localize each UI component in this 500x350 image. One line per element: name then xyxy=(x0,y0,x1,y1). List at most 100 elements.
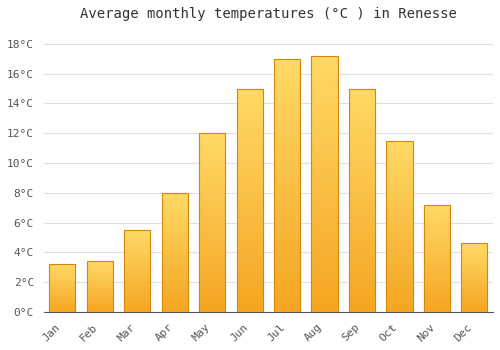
Bar xyxy=(461,256,487,257)
Bar xyxy=(312,256,338,261)
Bar xyxy=(124,241,150,243)
Bar xyxy=(124,273,150,274)
Bar xyxy=(461,309,487,310)
Bar xyxy=(86,297,113,298)
Bar xyxy=(86,270,113,271)
Bar xyxy=(386,233,412,237)
Bar xyxy=(236,236,262,240)
Bar xyxy=(386,158,412,161)
Bar xyxy=(162,288,188,290)
Bar xyxy=(312,61,338,66)
Bar xyxy=(461,252,487,253)
Bar xyxy=(86,264,113,265)
Bar xyxy=(349,236,375,240)
Bar xyxy=(86,306,113,307)
Bar xyxy=(461,271,487,272)
Bar xyxy=(236,116,262,120)
Bar xyxy=(312,245,338,251)
Bar xyxy=(424,258,450,260)
Bar xyxy=(312,204,338,210)
Bar xyxy=(274,196,300,201)
Bar xyxy=(312,92,338,97)
Bar xyxy=(50,300,76,301)
Bar xyxy=(424,267,450,269)
Bar xyxy=(162,193,188,312)
Bar xyxy=(50,298,76,299)
Bar xyxy=(199,187,226,190)
Bar xyxy=(199,294,226,298)
Bar xyxy=(386,278,412,281)
Bar xyxy=(349,169,375,174)
Bar xyxy=(86,261,113,312)
Bar xyxy=(424,278,450,280)
Bar xyxy=(274,190,300,196)
Bar xyxy=(424,252,450,254)
Bar xyxy=(424,216,450,218)
Bar xyxy=(312,107,338,112)
Bar xyxy=(274,120,300,125)
Bar xyxy=(312,220,338,225)
Bar xyxy=(124,248,150,250)
Bar xyxy=(312,86,338,92)
Bar xyxy=(386,172,412,175)
Bar xyxy=(124,256,150,258)
Bar xyxy=(124,237,150,238)
Bar xyxy=(236,156,262,160)
Bar xyxy=(386,178,412,182)
Bar xyxy=(349,209,375,214)
Bar xyxy=(461,307,487,308)
Bar xyxy=(199,190,226,194)
Bar xyxy=(199,308,226,312)
Bar xyxy=(312,169,338,174)
Bar xyxy=(124,233,150,235)
Bar xyxy=(424,260,450,262)
Bar xyxy=(461,276,487,278)
Bar xyxy=(349,285,375,289)
Bar xyxy=(386,247,412,250)
Bar xyxy=(50,295,76,296)
Bar xyxy=(236,174,262,178)
Bar xyxy=(199,269,226,273)
Bar xyxy=(50,288,76,289)
Bar xyxy=(124,284,150,286)
Bar xyxy=(312,158,338,163)
Bar xyxy=(424,228,450,230)
Bar xyxy=(236,191,262,196)
Bar xyxy=(424,256,450,258)
Bar xyxy=(124,254,150,256)
Bar xyxy=(124,301,150,302)
Bar xyxy=(312,184,338,189)
Bar xyxy=(349,124,375,129)
Bar xyxy=(86,299,113,300)
Bar xyxy=(274,236,300,241)
Bar xyxy=(386,144,412,148)
Bar xyxy=(199,133,226,137)
Bar xyxy=(349,102,375,106)
Bar xyxy=(461,285,487,286)
Bar xyxy=(386,165,412,168)
Bar xyxy=(349,281,375,285)
Bar xyxy=(349,272,375,276)
Bar xyxy=(124,289,150,290)
Bar xyxy=(124,294,150,295)
Bar xyxy=(124,307,150,309)
Bar xyxy=(162,293,188,295)
Bar xyxy=(312,194,338,199)
Bar xyxy=(162,274,188,276)
Bar xyxy=(162,202,188,205)
Bar xyxy=(349,276,375,281)
Bar xyxy=(124,261,150,263)
Bar xyxy=(312,215,338,220)
Bar xyxy=(236,218,262,223)
Bar xyxy=(424,205,450,312)
Bar xyxy=(236,267,262,272)
Bar xyxy=(312,133,338,138)
Bar xyxy=(386,161,412,165)
Bar xyxy=(349,267,375,272)
Bar xyxy=(86,261,113,262)
Bar xyxy=(236,93,262,98)
Bar xyxy=(162,262,188,264)
Bar xyxy=(162,229,188,231)
Bar xyxy=(386,206,412,209)
Bar xyxy=(50,290,76,291)
